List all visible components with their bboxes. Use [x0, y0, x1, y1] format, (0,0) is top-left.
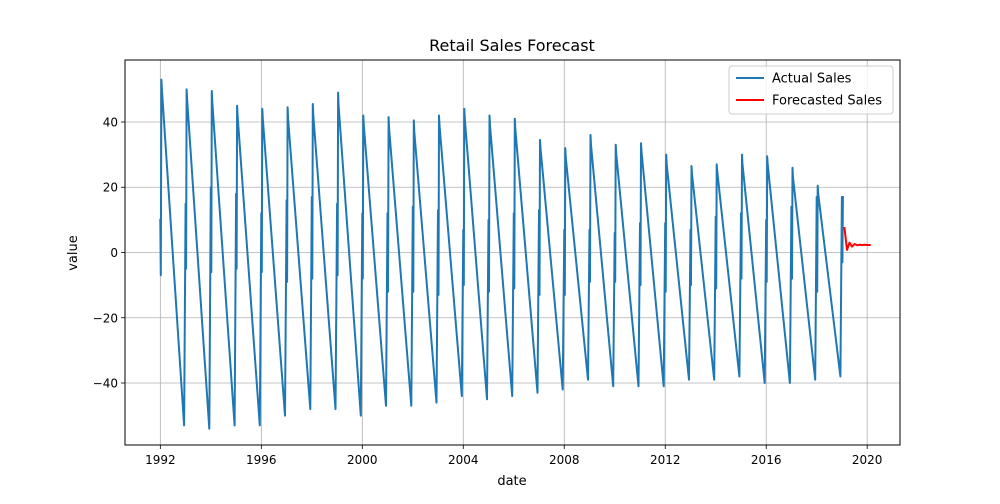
legend-label-actual-sales: Actual Sales — [772, 72, 852, 87]
y-tick-label: −20 — [93, 311, 118, 325]
legend-frame — [728, 65, 894, 115]
y-tick-label: 20 — [103, 181, 118, 195]
series-line-forecasted-sales — [843, 226, 871, 251]
chart-title: Retail Sales Forecast — [429, 36, 595, 55]
legend-label-forecasted-sales: Forecasted Sales — [772, 94, 882, 109]
series-layer — [159, 78, 871, 430]
x-tick-label: 1992 — [145, 453, 176, 467]
x-tick-label: 2008 — [549, 453, 580, 467]
x-ticks: 1992 1996 2000 2004 2008 2012 2016 2020 — [145, 445, 882, 467]
x-tick-label: 1996 — [246, 453, 277, 467]
series-line-actual-sales — [159, 78, 844, 430]
y-tick-label: 0 — [110, 246, 118, 260]
y-tick-label: 40 — [103, 115, 118, 129]
x-tick-label: 2012 — [650, 453, 681, 467]
y-ticks: −40 −20 0 20 40 — [93, 115, 125, 391]
y-tick-label: −40 — [93, 377, 118, 391]
x-tick-label: 2004 — [448, 453, 479, 467]
x-tick-label: 2020 — [852, 453, 883, 467]
x-tick-label: 2000 — [347, 453, 378, 467]
x-axis-label: date — [497, 474, 526, 489]
y-axis-label: value — [66, 235, 81, 271]
legend: Actual Sales Forecasted Sales — [728, 65, 894, 115]
x-tick-label: 2016 — [751, 453, 782, 467]
